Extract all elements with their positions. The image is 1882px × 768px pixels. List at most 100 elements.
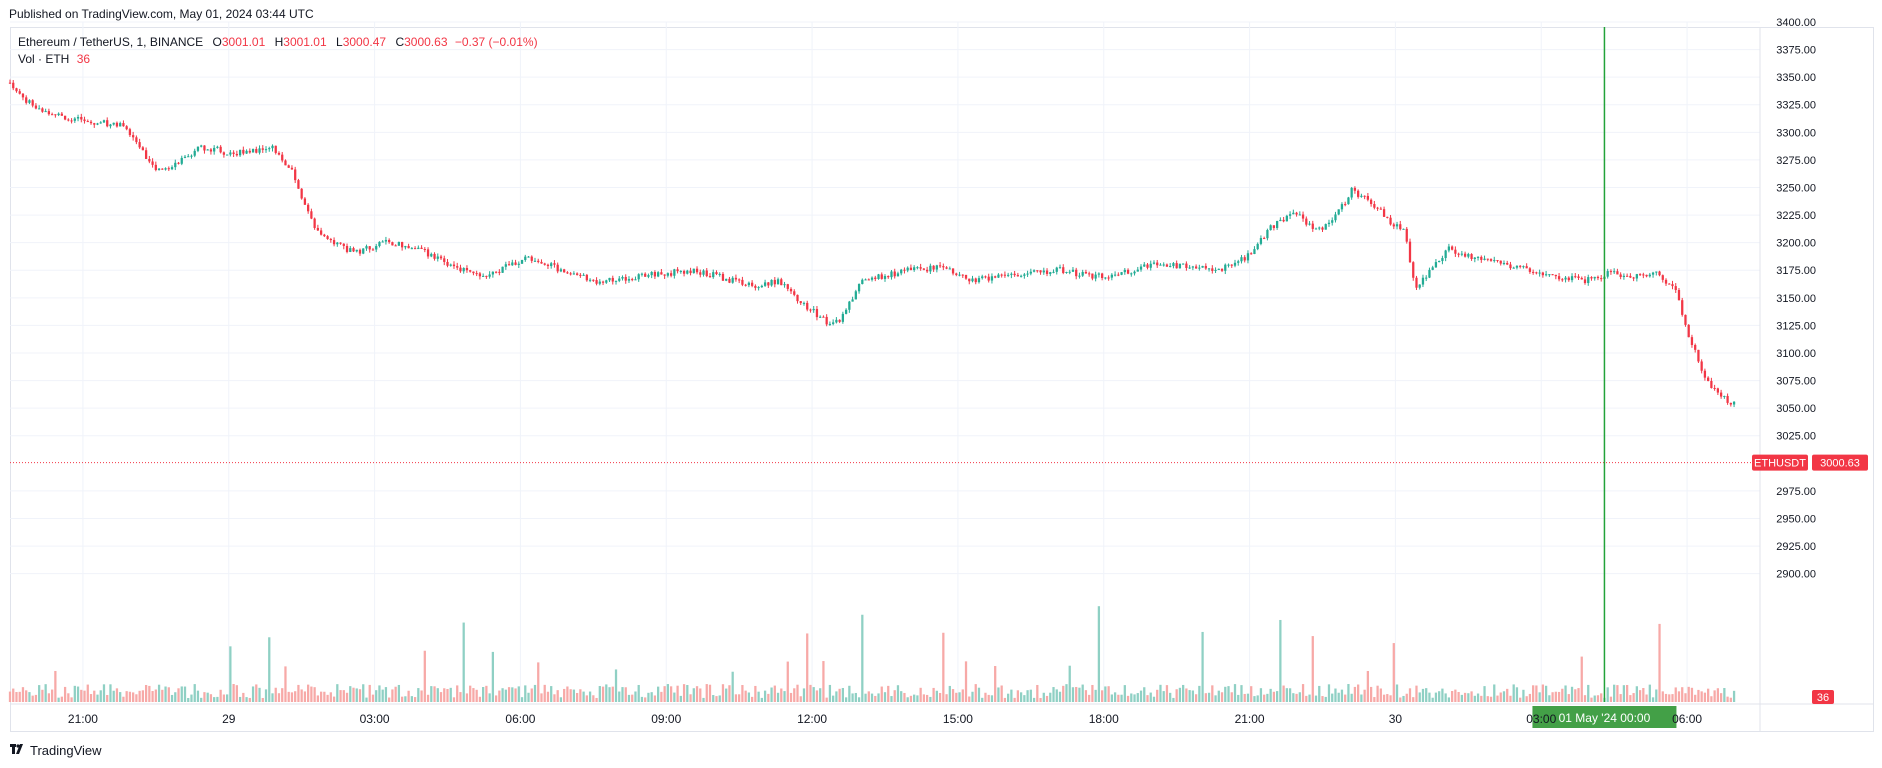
volume-bar — [1198, 685, 1201, 702]
candle-body — [1541, 272, 1545, 276]
volume-bar — [744, 690, 747, 702]
candle-body — [478, 273, 482, 277]
candle-body — [1039, 270, 1042, 273]
y-tick-label: 3150.00 — [1776, 293, 1816, 305]
x-tick-label: 09:00 — [651, 712, 681, 726]
legend-volume-label[interactable]: Vol · ETH — [18, 52, 70, 66]
volume-bar — [1347, 684, 1350, 702]
candle-body — [835, 319, 838, 323]
volume-bar — [478, 696, 482, 702]
volume-bar — [1668, 694, 1671, 702]
date-badge — [1532, 706, 1677, 728]
candle-body — [880, 274, 883, 279]
volume-bar — [1554, 691, 1557, 702]
candle-body — [1408, 241, 1412, 263]
volume-bar — [141, 690, 145, 702]
candle-body — [430, 253, 433, 257]
candle-body — [86, 121, 89, 123]
volume-bar — [990, 695, 994, 702]
volume-bar — [1227, 686, 1230, 702]
candle-body — [877, 274, 880, 279]
volume-bar — [329, 692, 332, 702]
candle-body — [1007, 274, 1010, 276]
volume-bar — [362, 684, 365, 702]
volume-bar — [183, 686, 187, 702]
volume-bar — [922, 694, 926, 702]
volume-bar — [938, 692, 942, 702]
candle-body — [371, 249, 375, 251]
volume-bar — [216, 696, 219, 702]
volume-bar — [1629, 695, 1632, 702]
candle-body — [1723, 395, 1726, 397]
candle-body — [1415, 277, 1418, 288]
volume-bar — [297, 684, 300, 702]
candle-body — [987, 276, 990, 281]
volume-bar — [1344, 694, 1347, 702]
candle-body — [109, 124, 112, 127]
candle-body — [294, 169, 297, 181]
y-tick-label: 3175.00 — [1776, 265, 1816, 277]
volume-bar — [1506, 688, 1509, 702]
volume-bar — [1003, 697, 1007, 702]
legend-high-label: H — [274, 35, 284, 49]
volume-bar — [1538, 692, 1541, 702]
volume-bar — [251, 686, 255, 702]
candle-body — [1382, 209, 1386, 217]
volume-bar — [1616, 685, 1619, 702]
candle-body — [352, 248, 355, 252]
candle-body — [786, 284, 789, 289]
x-tick-label: 18:00 — [1089, 712, 1119, 726]
candle-body — [491, 271, 495, 275]
candle-body — [563, 269, 566, 273]
volume-bar — [660, 691, 663, 702]
volume-bar — [786, 661, 789, 702]
candle-body — [1489, 259, 1493, 261]
volume-bar — [106, 694, 109, 702]
candle-body — [715, 272, 718, 275]
candle-body — [1386, 216, 1389, 218]
volume-bar — [530, 688, 533, 702]
candle-body — [245, 150, 248, 154]
candle-body — [1635, 274, 1638, 279]
volume-bar — [877, 693, 880, 702]
candle-body — [1389, 217, 1392, 225]
volume-bar — [1292, 693, 1295, 702]
candle-body — [1671, 284, 1674, 287]
volume-bar — [1340, 689, 1344, 702]
volume-bar — [319, 691, 323, 702]
candle-body — [174, 162, 177, 168]
volume-bar — [1619, 694, 1622, 702]
volume-bar — [368, 684, 371, 702]
candle-body — [1126, 269, 1130, 274]
volume-bar — [1010, 689, 1013, 702]
volume-bar — [242, 692, 245, 702]
candle-body — [637, 274, 640, 280]
volume-bar — [1285, 688, 1288, 702]
candle-body — [209, 149, 213, 152]
volume-bar — [1097, 606, 1101, 702]
candle-body — [686, 270, 689, 274]
candle-body — [1373, 204, 1376, 208]
legend-symbol[interactable]: Ethereum / TetherUS, 1, BINANCE — [18, 35, 204, 49]
volume-bar — [799, 696, 802, 702]
volume-bar — [974, 684, 977, 702]
candle-body — [1655, 271, 1658, 273]
candle-body — [115, 122, 119, 127]
candle-body — [1207, 268, 1211, 270]
candle-body — [763, 282, 767, 286]
candle-body — [63, 115, 67, 120]
volume-bar — [456, 685, 459, 702]
candle-body — [1311, 223, 1314, 229]
volume-bar — [1308, 694, 1311, 702]
candle-body — [750, 282, 754, 286]
y-tick-label: 3100.00 — [1776, 348, 1816, 360]
volume-bar — [1110, 694, 1113, 702]
volume-bar — [1454, 689, 1457, 702]
volume-bar — [760, 697, 763, 702]
volume-bar — [1625, 684, 1629, 702]
candle-body — [1324, 224, 1327, 230]
candle-body — [54, 114, 57, 116]
tradingview-brand[interactable]: TradingView — [10, 743, 102, 758]
volume-bar — [73, 685, 76, 702]
